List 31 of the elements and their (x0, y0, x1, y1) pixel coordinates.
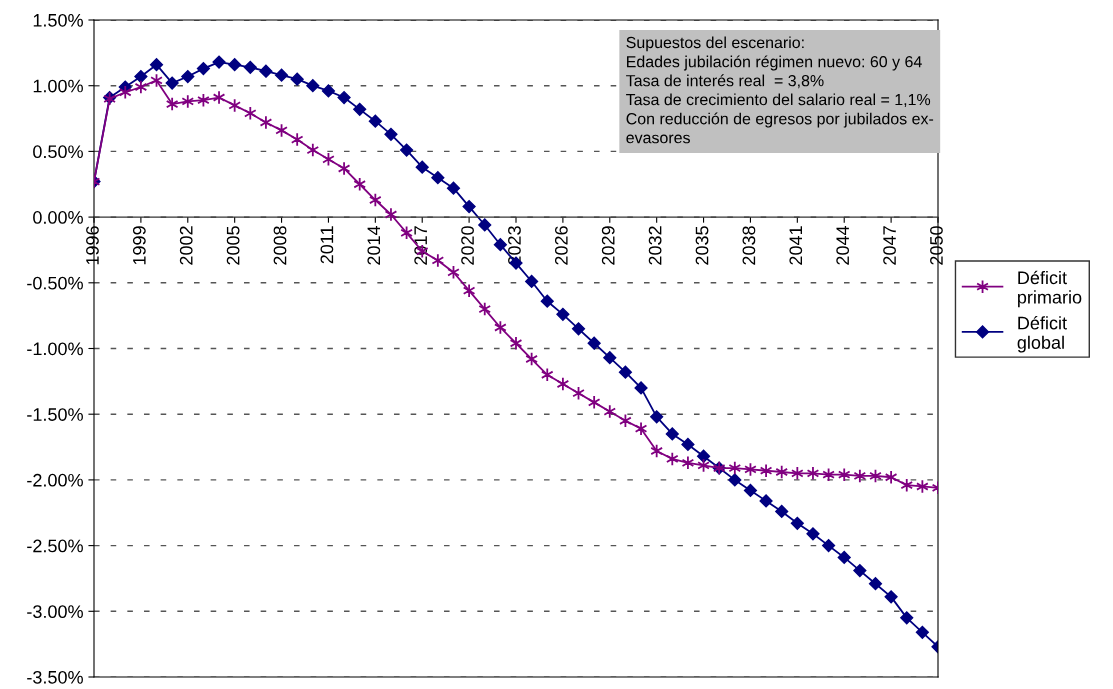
y-tick-label: 1.00% (33, 79, 83, 93)
legend-label: Déficit primario (1018, 270, 1082, 308)
y-tick-label: 0.00% (33, 211, 83, 224)
x-tick-label: 2029 (601, 226, 615, 265)
x-tick-label: 2035 (695, 226, 709, 265)
y-tick-label: 1.50% (33, 13, 83, 27)
x-tick-label: 2008 (273, 226, 287, 265)
x-tick-label: 2050 (930, 226, 943, 265)
x-tick-label: 2020 (461, 226, 474, 265)
y-tick-label: -2.00% (27, 473, 83, 487)
x-tick-label: 2014 (367, 225, 381, 265)
x-tick-label: 2011 (320, 226, 334, 264)
annotation: Supuestos del escenario: Edades jubilación régimen nuevo: 60 y 64 Tasa de interés real = 3,8% Tasa de crecimiento del salario real = 1,1% Con reducción de egresos por jubilados ex- evasores (626, 36, 934, 144)
y-tick-label: -3.00% (27, 605, 83, 619)
x-tick-label: 1996 (86, 226, 99, 265)
y-tick-label: -2.50% (27, 539, 83, 553)
x-tick-label: 2044 (836, 225, 850, 265)
x-tick-label: 2026 (554, 226, 568, 265)
x-tick-label: 2005 (226, 226, 240, 265)
y-tick-label: -0.50% (27, 276, 83, 290)
legend-label: Déficit global (1017, 316, 1067, 353)
x-tick-label: 2047 (883, 226, 896, 265)
x-tick-label: 2041 (789, 226, 803, 265)
y-tick-label: -1.00% (27, 342, 83, 356)
y-tick-label: 0.50% (33, 145, 83, 159)
x-tick-label: 2032 (648, 226, 662, 265)
y-tick-label: -1.50% (27, 408, 83, 421)
y-tick-label: -3.50% (27, 670, 83, 684)
x-tick-label: 2002 (179, 226, 193, 265)
x-tick-label: 1999 (132, 226, 146, 265)
x-tick-label: 2038 (742, 226, 756, 265)
